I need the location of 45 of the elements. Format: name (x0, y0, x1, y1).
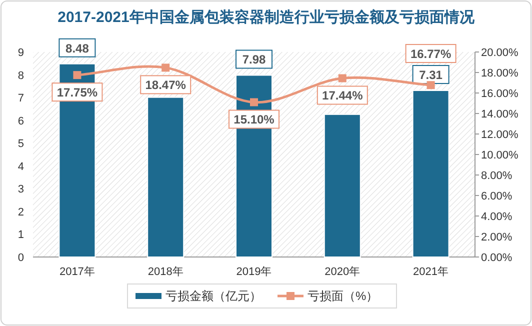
x-tick-label: 2019年 (236, 266, 272, 278)
y-tick-label: 1 (18, 229, 24, 242)
data-label: 7.31 (419, 68, 443, 82)
data-label: 7.98 (242, 52, 266, 67)
y2-tick-label: 8.00% (481, 170, 512, 182)
y2-tick-label: 4.00% (481, 211, 512, 223)
x-tick-label: 2018年 (148, 266, 184, 278)
data-label: 18.47% (145, 78, 186, 92)
y2-tick-label: 10.00% (481, 150, 519, 162)
y-tick-label: 6 (18, 115, 24, 128)
x-tick-label: 2021年 (413, 266, 449, 278)
data-label: 15.10% (234, 112, 275, 127)
bar (147, 96, 184, 258)
y2-tick-label: 16.00% (481, 88, 519, 100)
point (73, 71, 82, 80)
data-label: 16.77% (410, 46, 452, 61)
y-tick-label: 4 (18, 160, 24, 173)
point (250, 98, 258, 106)
point (338, 74, 346, 82)
y2-tick-label: 2.00% (481, 232, 512, 244)
y-tick-label: 8 (18, 70, 24, 82)
data-label: 17.75% (56, 86, 98, 100)
y2-tick-label: 20.00% (481, 47, 519, 59)
y-tick-label: 9 (18, 47, 24, 59)
x-tick-label: 2017年 (59, 266, 95, 278)
chart-title: 2017-2021年中国金属包装容器制造行业亏损金额及亏损面情况 (58, 8, 476, 26)
y2-tick-label: 14.00% (481, 108, 519, 120)
y-tick-label: 0 (18, 252, 24, 264)
y-tick-label: 5 (18, 138, 24, 150)
bar (324, 114, 361, 258)
x-tick-label: 2020年 (324, 266, 360, 278)
data-label: 8.48 (66, 41, 90, 56)
legend-label: 亏损面（%） (308, 289, 378, 303)
y2-tick-label: 12.00% (481, 129, 519, 141)
bar (412, 90, 450, 258)
y-tick-label: 3 (18, 184, 24, 196)
legend-label: 亏损金额（亿元） (166, 289, 262, 303)
y-tick-label: 7 (18, 92, 24, 105)
y-tick-label: 2 (18, 206, 24, 218)
data-label: 17.44% (322, 88, 364, 103)
y2-tick-label: 0.00% (481, 252, 512, 264)
point (426, 81, 435, 90)
point (162, 64, 170, 72)
y2-tick-label: 18.00% (481, 68, 519, 80)
y2-tick-label: 6.00% (481, 190, 512, 202)
